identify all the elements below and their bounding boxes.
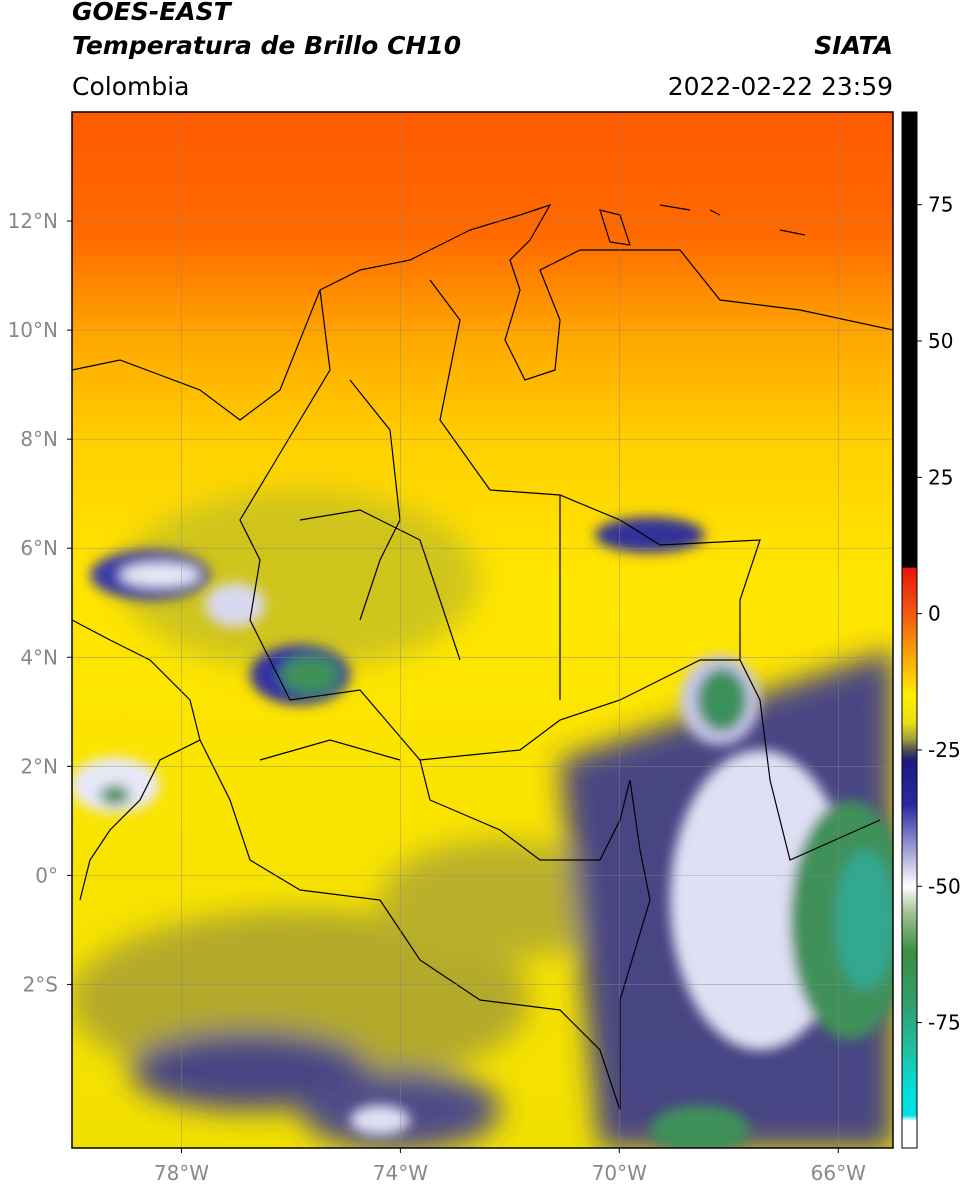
colorbar-tick-label: 0 [928, 602, 941, 626]
colorbar-tick-label: -75 [928, 1011, 961, 1035]
region: Colombia [72, 72, 189, 101]
lat-tick-label: 2°S [23, 972, 58, 996]
lat-tick-label: 2°N [20, 754, 58, 778]
map-frame [71, 111, 894, 1149]
lon-tick-label: 70°W [592, 1161, 647, 1185]
lon-tick-label: 66°W [811, 1161, 866, 1185]
lon-tick-label: 78°W [154, 1161, 209, 1185]
colorbar-tick-label: 50 [928, 329, 953, 353]
colorbar-tick-label: 25 [928, 465, 953, 489]
lat-tick-label: 12°N [8, 209, 58, 233]
colorbar-tick-label: 75 [928, 193, 953, 217]
datetime: 2022-02-22 23:59 [668, 72, 893, 101]
colorbar-tick-label: -50 [928, 874, 961, 898]
lat-tick-label: 10°N [8, 318, 58, 342]
lat-tick-label: 6°N [20, 536, 58, 560]
lat-tick-label: 0° [35, 863, 58, 887]
title: GOES-EAST [72, 0, 233, 26]
colorbar [901, 111, 918, 1149]
source: SIATA [814, 31, 893, 60]
satellite-image [72, 112, 893, 1148]
subtitle: Temperatura de Brillo CH10 [72, 31, 461, 60]
lon-tick-label: 74°W [373, 1161, 428, 1185]
lat-tick-label: 4°N [20, 645, 58, 669]
colorbar-tick-label: -25 [928, 738, 961, 762]
lat-tick-label: 8°N [20, 427, 58, 451]
